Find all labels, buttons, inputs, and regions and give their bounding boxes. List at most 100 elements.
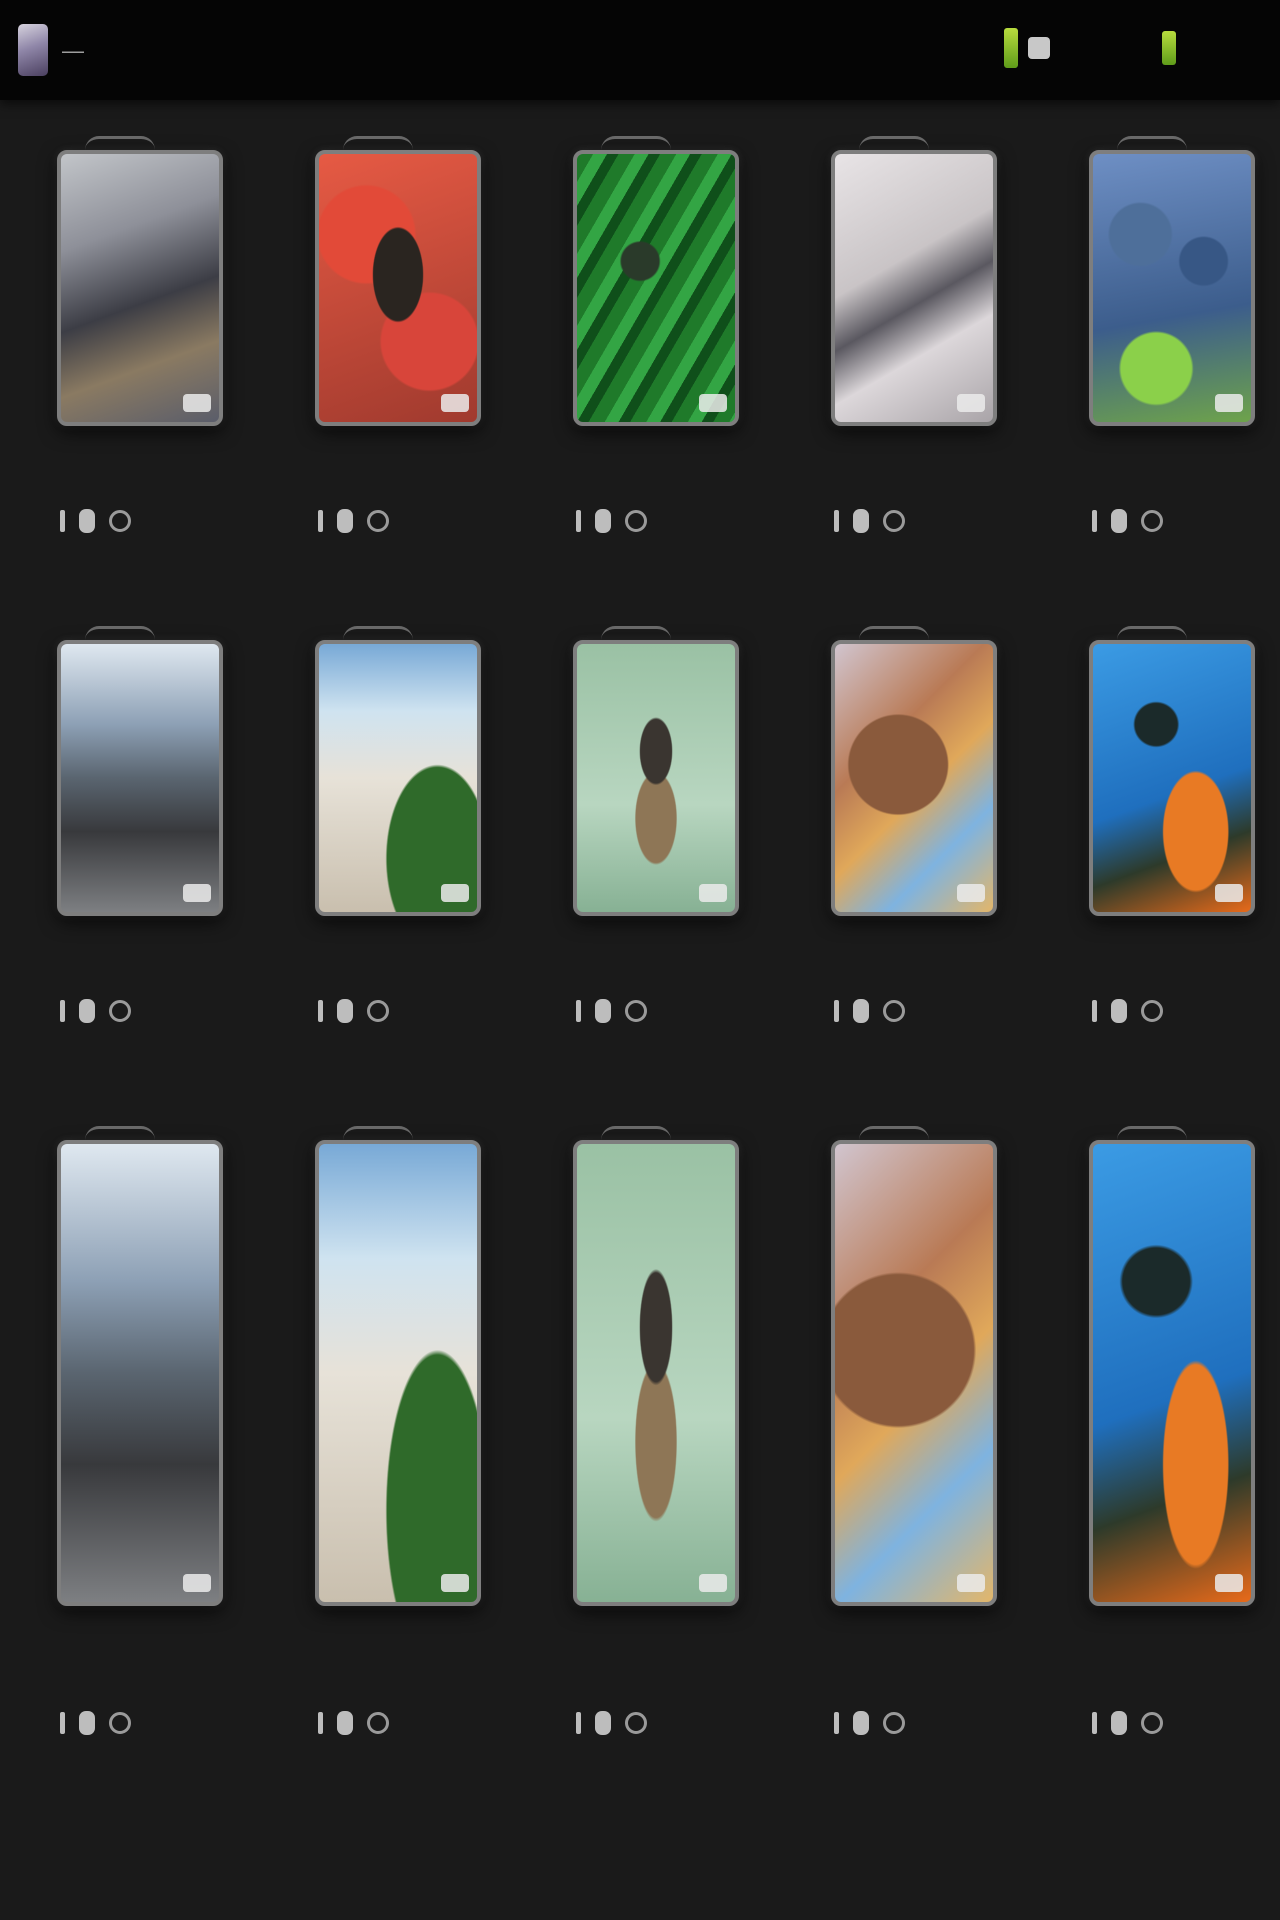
- frame-tab: [859, 626, 929, 643]
- card-actions: [834, 1708, 944, 1738]
- more-icon[interactable]: [367, 1000, 389, 1022]
- duration-badge: [441, 394, 469, 412]
- info-icon[interactable]: [318, 1712, 323, 1734]
- thumbnail-image[interactable]: [315, 640, 481, 916]
- play-icon[interactable]: [337, 999, 353, 1023]
- card-actions: [576, 996, 686, 1026]
- card-actions: [318, 506, 428, 536]
- thumbnail-image[interactable]: [1089, 1140, 1255, 1606]
- info-icon[interactable]: [318, 1000, 323, 1022]
- play-icon[interactable]: [79, 509, 95, 533]
- thumbnail-image[interactable]: [831, 640, 997, 916]
- play-icon[interactable]: [1111, 1711, 1127, 1735]
- more-icon[interactable]: [625, 1000, 647, 1022]
- duration-badge: [957, 884, 985, 902]
- frame-tab: [859, 1126, 929, 1143]
- play-icon[interactable]: [595, 1711, 611, 1735]
- card-actions: [576, 506, 686, 536]
- more-icon[interactable]: [109, 510, 131, 532]
- play-icon[interactable]: [1111, 509, 1127, 533]
- frame-tab: [859, 136, 929, 153]
- play-icon[interactable]: [853, 999, 869, 1023]
- play-icon[interactable]: [853, 509, 869, 533]
- thumbnail-image[interactable]: [57, 150, 223, 426]
- card-actions: [1092, 1708, 1202, 1738]
- thumbnail-image[interactable]: [1089, 150, 1255, 426]
- duration-badge: [699, 884, 727, 902]
- thumbnail-wrapper: [831, 1126, 997, 1606]
- thumbnail-image[interactable]: [57, 640, 223, 916]
- thumbnail-wrapper: [831, 136, 997, 426]
- frame-tab: [85, 1126, 155, 1143]
- thumbnail-image[interactable]: [1089, 640, 1255, 916]
- app-logo-icon: [18, 24, 48, 76]
- info-icon[interactable]: [834, 510, 839, 532]
- duration-badge: [957, 394, 985, 412]
- info-icon[interactable]: [1092, 510, 1097, 532]
- info-icon[interactable]: [1092, 1000, 1097, 1022]
- thumbnail-wrapper: [1089, 626, 1255, 916]
- more-icon[interactable]: [367, 1712, 389, 1734]
- thumbnail-image[interactable]: [573, 1140, 739, 1606]
- more-icon[interactable]: [1141, 1712, 1163, 1734]
- info-icon[interactable]: [60, 1000, 65, 1022]
- frame-tab: [601, 1126, 671, 1143]
- card-actions: [60, 506, 170, 536]
- thumbnail-image[interactable]: [831, 150, 997, 426]
- more-icon[interactable]: [1141, 1000, 1163, 1022]
- thumbnail-image[interactable]: [573, 640, 739, 916]
- card-actions: [318, 1708, 428, 1738]
- frame-tab: [1117, 136, 1187, 153]
- duration-badge: [699, 394, 727, 412]
- thumbnail-wrapper: [573, 1126, 739, 1606]
- frame-tab: [601, 626, 671, 643]
- duration-badge: [441, 1574, 469, 1592]
- more-icon[interactable]: [625, 1712, 647, 1734]
- frame-tab: [343, 1126, 413, 1143]
- action-button-1[interactable]: [1004, 26, 1060, 70]
- thumbnail-image[interactable]: [315, 1140, 481, 1606]
- more-icon[interactable]: [109, 1712, 131, 1734]
- card-actions: [576, 1708, 686, 1738]
- play-icon[interactable]: [595, 509, 611, 533]
- more-icon[interactable]: [883, 1712, 905, 1734]
- card-actions: [60, 996, 170, 1026]
- play-icon[interactable]: [337, 509, 353, 533]
- thumbnail-image[interactable]: [315, 150, 481, 426]
- play-icon[interactable]: [79, 999, 95, 1023]
- thumbnail-image[interactable]: [831, 1140, 997, 1606]
- phone-small-icon: [1162, 31, 1176, 65]
- more-icon[interactable]: [109, 1000, 131, 1022]
- thumbnail-image[interactable]: [573, 150, 739, 426]
- info-icon[interactable]: [318, 510, 323, 532]
- play-icon[interactable]: [337, 1711, 353, 1735]
- more-icon[interactable]: [625, 510, 647, 532]
- info-icon[interactable]: [834, 1000, 839, 1022]
- play-icon[interactable]: [853, 1711, 869, 1735]
- info-icon[interactable]: [576, 1000, 581, 1022]
- card-actions: [318, 996, 428, 1026]
- info-icon[interactable]: [834, 1712, 839, 1734]
- more-icon[interactable]: [883, 510, 905, 532]
- play-icon[interactable]: [595, 999, 611, 1023]
- more-icon[interactable]: [1141, 510, 1163, 532]
- more-icon[interactable]: [883, 1000, 905, 1022]
- thumbnail-wrapper: [57, 626, 223, 916]
- info-icon[interactable]: [1092, 1712, 1097, 1734]
- play-icon[interactable]: [1111, 999, 1127, 1023]
- phone-icon: [1004, 28, 1018, 68]
- thumbnail-wrapper: [315, 136, 481, 426]
- duration-badge: [1215, 884, 1243, 902]
- frame-tab: [85, 626, 155, 643]
- info-icon[interactable]: [576, 1712, 581, 1734]
- action-button-2[interactable]: [1162, 26, 1186, 70]
- thumbnail-wrapper: [315, 626, 481, 916]
- card-actions: [834, 996, 944, 1026]
- more-icon[interactable]: [367, 510, 389, 532]
- info-icon[interactable]: [60, 1712, 65, 1734]
- play-icon[interactable]: [79, 1711, 95, 1735]
- info-icon[interactable]: [576, 510, 581, 532]
- thumbnail-image[interactable]: [57, 1140, 223, 1606]
- info-icon[interactable]: [60, 510, 65, 532]
